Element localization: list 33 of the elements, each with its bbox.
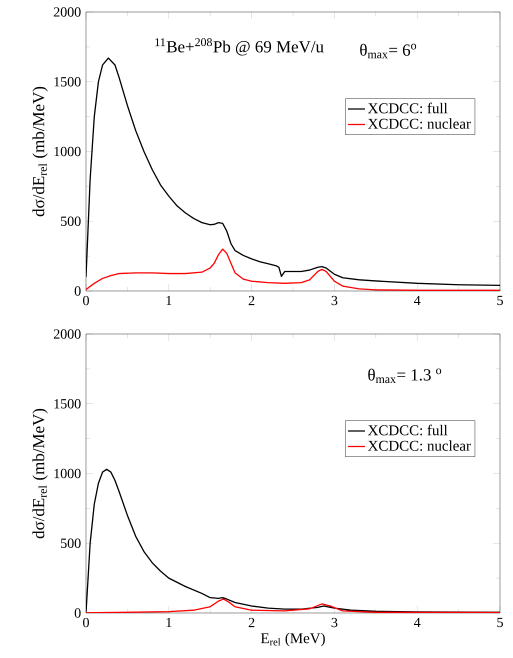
x-tick-label: 2 xyxy=(248,296,254,306)
y-tick-label: 1500 xyxy=(54,399,81,408)
x-tick-label: 5 xyxy=(497,296,503,306)
line-series xyxy=(86,598,500,613)
y-tick-label: 1000 xyxy=(54,468,81,478)
x-tick-label: 0 xyxy=(83,296,89,306)
annotation: θ$_{max}$= 1.3 $^{o}$ xyxy=(368,368,442,384)
legend-label: XCDCC: nuclear xyxy=(368,118,471,129)
x-tick-label: 1 xyxy=(166,296,172,306)
x-tick-label: 0 xyxy=(83,618,89,628)
legend-label: XCDCC: full xyxy=(368,102,448,114)
x-tick-label: 3 xyxy=(332,296,338,306)
x-tick-label: 5 xyxy=(497,618,503,628)
x-axis-title: E$_{rel}$ (MeV) xyxy=(260,632,325,646)
y-tick-label: 0 xyxy=(74,286,81,296)
y-tick-label: 1500 xyxy=(54,77,81,86)
y-tick-label: 1000 xyxy=(54,146,81,156)
y-tick-label: 0 xyxy=(74,608,81,618)
annotation: $^{11}$Be+$^{208}$Pb @ 69 MeV/u xyxy=(155,38,324,56)
legend-label: XCDCC: nuclear xyxy=(368,440,471,451)
y-axis-title: dσ/dE$_{rel}$ (mb/MeV) xyxy=(32,86,48,216)
annotation: θ$_{max}$= 6$^{o}$ xyxy=(360,44,416,58)
legend-label: XCDCC: full xyxy=(368,424,448,436)
y-tick-label: 500 xyxy=(61,538,81,548)
x-tick-label: 2 xyxy=(248,618,254,628)
x-tick-label: 1 xyxy=(166,618,172,628)
y-tick-label: 500 xyxy=(61,216,81,226)
y-tick-label: 2000 xyxy=(54,7,81,17)
y-axis-title: dσ/dE$_{rel}$ (mb/MeV) xyxy=(32,408,48,538)
y-tick-label: 2000 xyxy=(54,329,81,339)
x-tick-label: 4 xyxy=(414,296,420,306)
x-tick-label: 3 xyxy=(332,618,338,628)
x-tick-label: 4 xyxy=(414,618,420,628)
